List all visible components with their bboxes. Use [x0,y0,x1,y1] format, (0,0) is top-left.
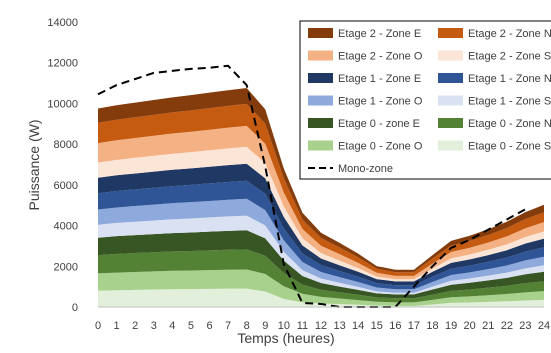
x-tick-label: 0 [95,320,101,332]
legend-swatch [438,73,463,83]
legend-swatch [438,28,463,38]
legend-swatch [308,95,333,106]
legend-label: Etage 2 - Zone E [338,28,421,40]
legend-item-etage-0-zone-s: Etage 0 - Zone S [438,140,551,153]
legend-swatch [308,140,333,151]
area-etage-0-zone-o [98,269,544,306]
legend-swatch [438,118,463,128]
x-tick-label: 14 [352,320,364,332]
legend-label: Etage 1 - Zone N [468,73,551,85]
x-tick-label: 22 [501,320,513,332]
area-etage-2-zone-e [98,87,544,273]
legend-label: Etage 0 - Zone N [468,118,551,130]
legend-item-etage-2-zone-o: Etage 2 - Zone O [308,50,423,63]
x-tick-label: 5 [188,320,194,332]
area-etage-0-zone-e [98,230,544,299]
legend-label: Mono-zone [338,163,393,175]
y-tick-label: 12000 [47,58,78,70]
x-tick-label: 11 [297,320,308,332]
x-tick-label: 3 [151,320,157,332]
area-etage-2-zone-o [98,125,544,280]
legend-item-etage-0-zone-n: Etage 0 - Zone N [438,118,551,130]
x-tick-label: 13 [333,320,345,332]
y-tick-label: 2000 [54,261,78,273]
y-tick-label: 6000 [54,180,78,192]
x-tick-label: 18 [426,320,438,332]
legend-box [299,20,551,180]
x-tick-label: 21 [482,320,494,332]
legend-swatch [438,50,463,61]
x-tick-label: 10 [278,320,290,332]
legend-label: Etage 2 - Zone S [468,51,551,63]
area-etage-0-zone-s [98,288,544,307]
x-tick-label: 7 [225,320,231,332]
area-etage-1-zone-o [98,198,544,293]
legend-swatch [308,118,333,128]
x-tick-label: 12 [315,320,327,332]
y-tick-label: 4000 [54,221,78,233]
legend-label: Etage 2 - Zone N [468,28,551,40]
legend-item-etage-1-zone-o: Etage 1 - Zone O [308,95,423,108]
legend-item-etage-2-zone-s: Etage 2 - Zone S [438,50,551,63]
area-etage-0-zone-n [98,249,544,303]
legend-label: Etage 2 - Zone O [338,51,423,63]
area-etage-2-zone-s [98,146,544,282]
legend-label: Etage 0 - Zone O [338,141,423,153]
area-etage-1-zone-e [98,163,544,286]
legend-swatch [308,73,333,83]
legend-item-etage-1-zone-n: Etage 1 - Zone N [438,73,551,85]
line-mono-zone [97,64,526,308]
plot-area [97,64,544,308]
legend-item-etage-1-zone-s: Etage 1 - Zone S [438,95,551,108]
legend: Etage 2 - Zone E Etage 2 - Zone N Etage 2 … [299,20,551,180]
y-tick-label: 10000 [47,98,78,110]
legend-label: Etage 1 - Zone S [468,96,551,108]
x-tick-label: 9 [262,320,268,332]
x-tick-label: 1 [114,320,120,332]
x-tick-label: 20 [464,320,476,332]
legend-item-etage-1-zone-e: Etage 1 - Zone E [308,73,421,85]
x-axis-title: Temps (heures) [237,330,334,346]
area-etage-1-zone-n [98,180,544,290]
legend-swatch [438,140,463,151]
legend-label: Etage 0 - zone E [338,118,420,130]
x-tick-label: 6 [206,320,212,332]
x-tick-label: 8 [244,320,250,332]
x-tick-label: 17 [408,320,420,332]
legend-label: Etage 1 - Zone E [338,73,421,85]
y-axis-title: Puissance (W) [26,119,42,210]
legend-label: Etage 1 - Zone O [338,96,423,108]
x-tick-label: 4 [169,320,175,332]
x-tick-label: 15 [371,320,383,332]
y-tick-label: 8000 [54,139,78,151]
area-etage-1-zone-s [98,215,544,295]
legend-item-etage-0-zone-e: Etage 0 - zone E [308,118,420,130]
area-etage-2-zone-n [98,103,544,276]
legend-swatch [438,95,463,106]
x-tick-label: 16 [389,320,401,332]
legend-item-etage-2-zone-e: Etage 2 - Zone E [308,28,421,40]
x-tick-label: 2 [132,320,138,332]
legend-swatch [308,28,333,38]
x-tick-label: 24 [538,320,550,332]
legend-swatch [308,50,333,61]
legend-item-mono-zone: Mono-zone [308,163,393,175]
y-tick-label: 0 [72,302,78,314]
x-tick-label: 23 [519,320,531,332]
legend-item-etage-2-zone-n: Etage 2 - Zone N [438,28,551,40]
legend-label: Etage 0 - Zone S [468,141,551,153]
x-tick-label: 19 [445,320,457,332]
y-tick-label: 14000 [47,17,78,29]
legend-item-etage-0-zone-o: Etage 0 - Zone O [308,140,423,153]
